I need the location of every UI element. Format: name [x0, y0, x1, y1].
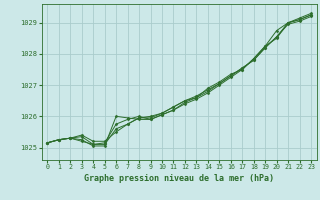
X-axis label: Graphe pression niveau de la mer (hPa): Graphe pression niveau de la mer (hPa): [84, 174, 274, 183]
